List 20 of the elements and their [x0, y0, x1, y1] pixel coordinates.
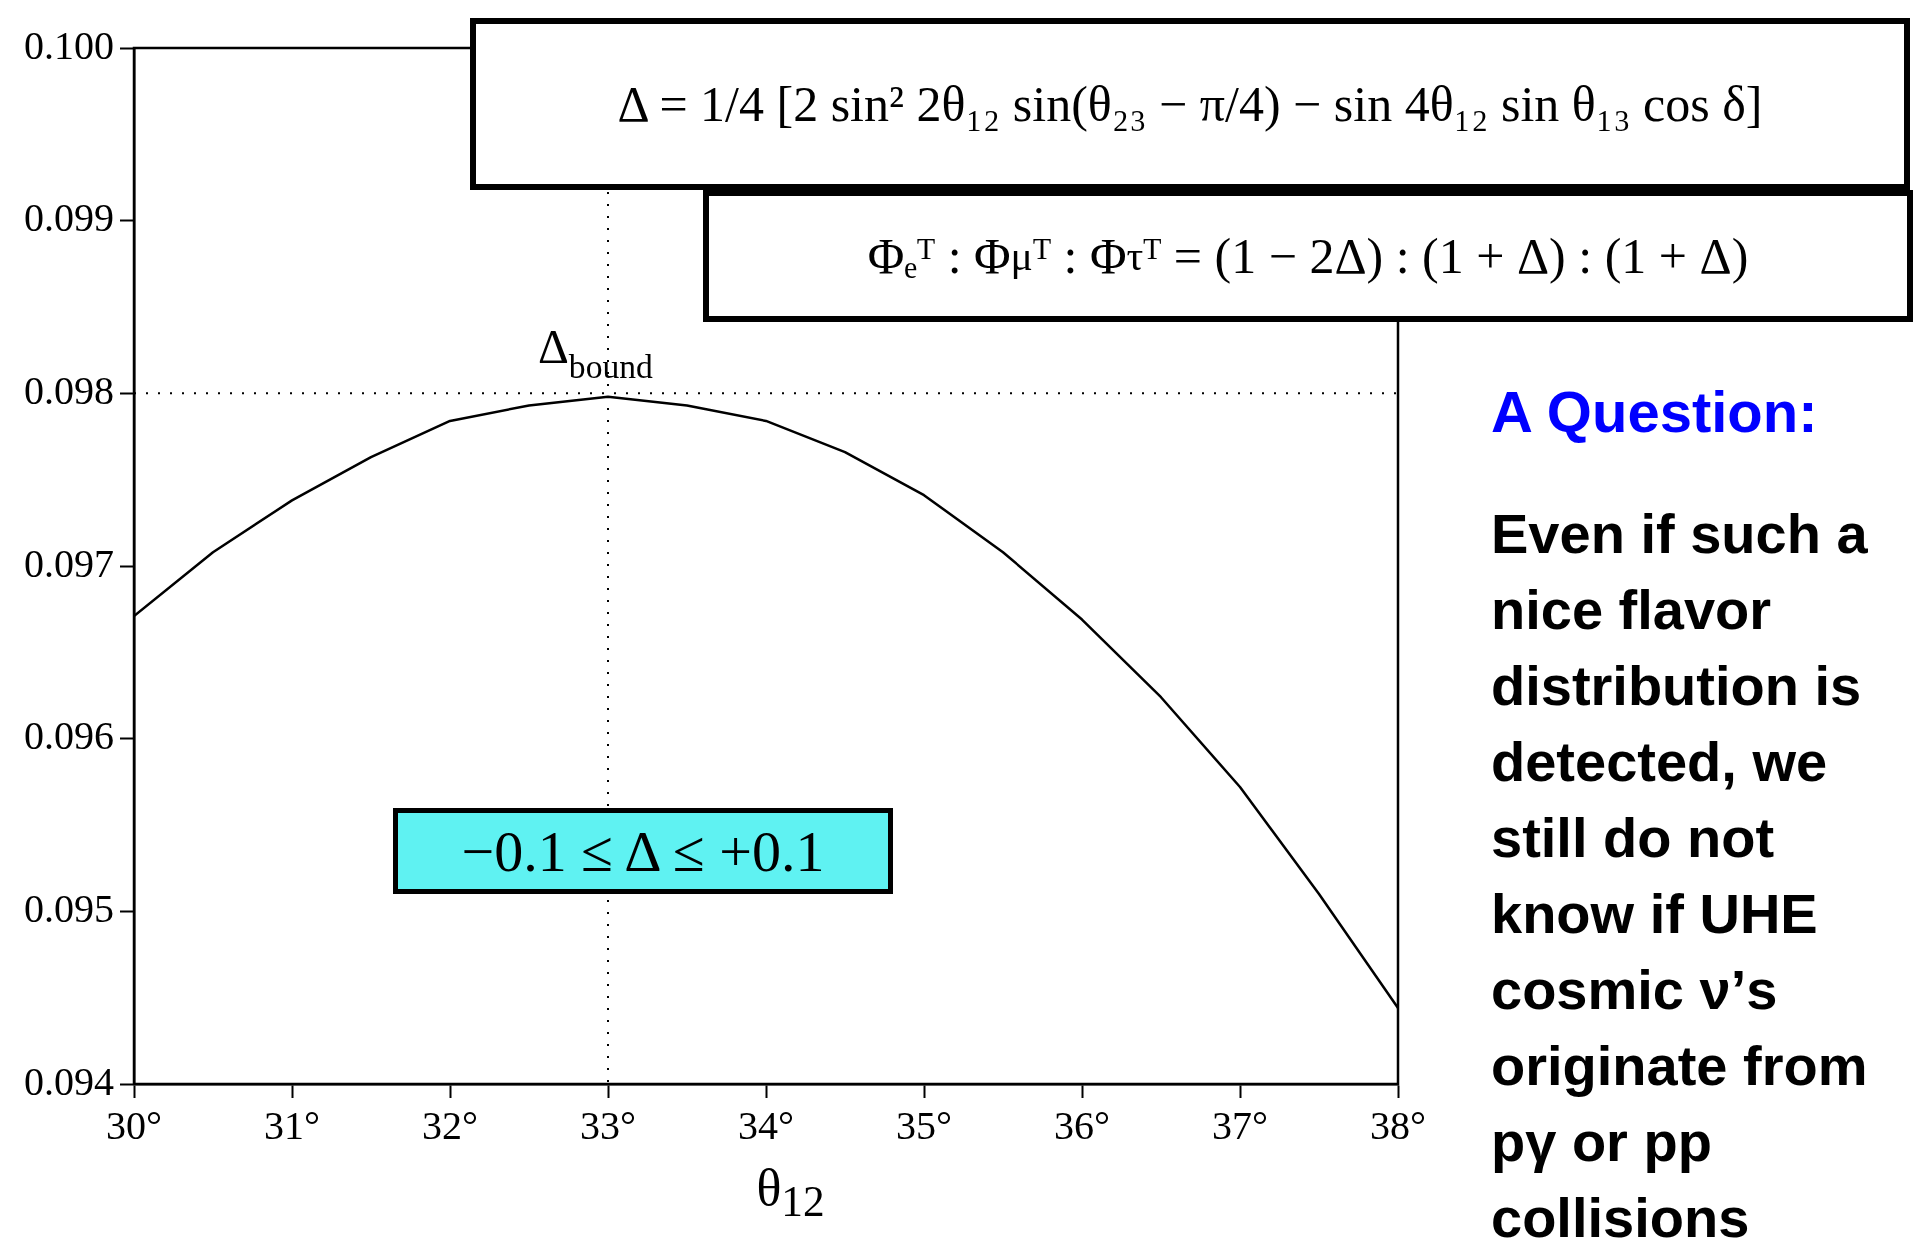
- x-tick-label: 30°: [106, 1102, 162, 1148]
- x-tick-label: 34°: [738, 1102, 794, 1148]
- x-tick-label: 35°: [896, 1102, 952, 1148]
- x-tick-label: 37°: [1212, 1102, 1268, 1148]
- x-tick-label: 31°: [264, 1102, 320, 1148]
- x-axis-title: θ$_{12}$: [755, 1158, 826, 1227]
- y-tick-label: 0.099: [24, 195, 114, 241]
- annotation: −0.1 ≤ Δ ≤ +0.1: [393, 808, 893, 894]
- x-tick-label: 32°: [422, 1102, 478, 1148]
- y-tick-label: 0.094: [24, 1058, 114, 1104]
- text: A Question:: [1491, 378, 1818, 445]
- x-tick-label: 38°: [1370, 1102, 1426, 1148]
- y-tick-label: 0.096: [24, 713, 114, 759]
- x-tick-label: 33°: [580, 1102, 636, 1148]
- y-tick-label: 0.095: [24, 885, 114, 931]
- y-tick-label: 0.097: [24, 540, 114, 586]
- y-tick-label: 0.100: [24, 22, 114, 68]
- x-tick-label: 36°: [1054, 1102, 1110, 1148]
- text: Even if such a nice flavor distribution is detected, we still do not know if UHE cosmic ν’s originate from pγ or pp collisions: [1491, 502, 1868, 1249]
- y-tick-label: 0.098: [24, 367, 114, 413]
